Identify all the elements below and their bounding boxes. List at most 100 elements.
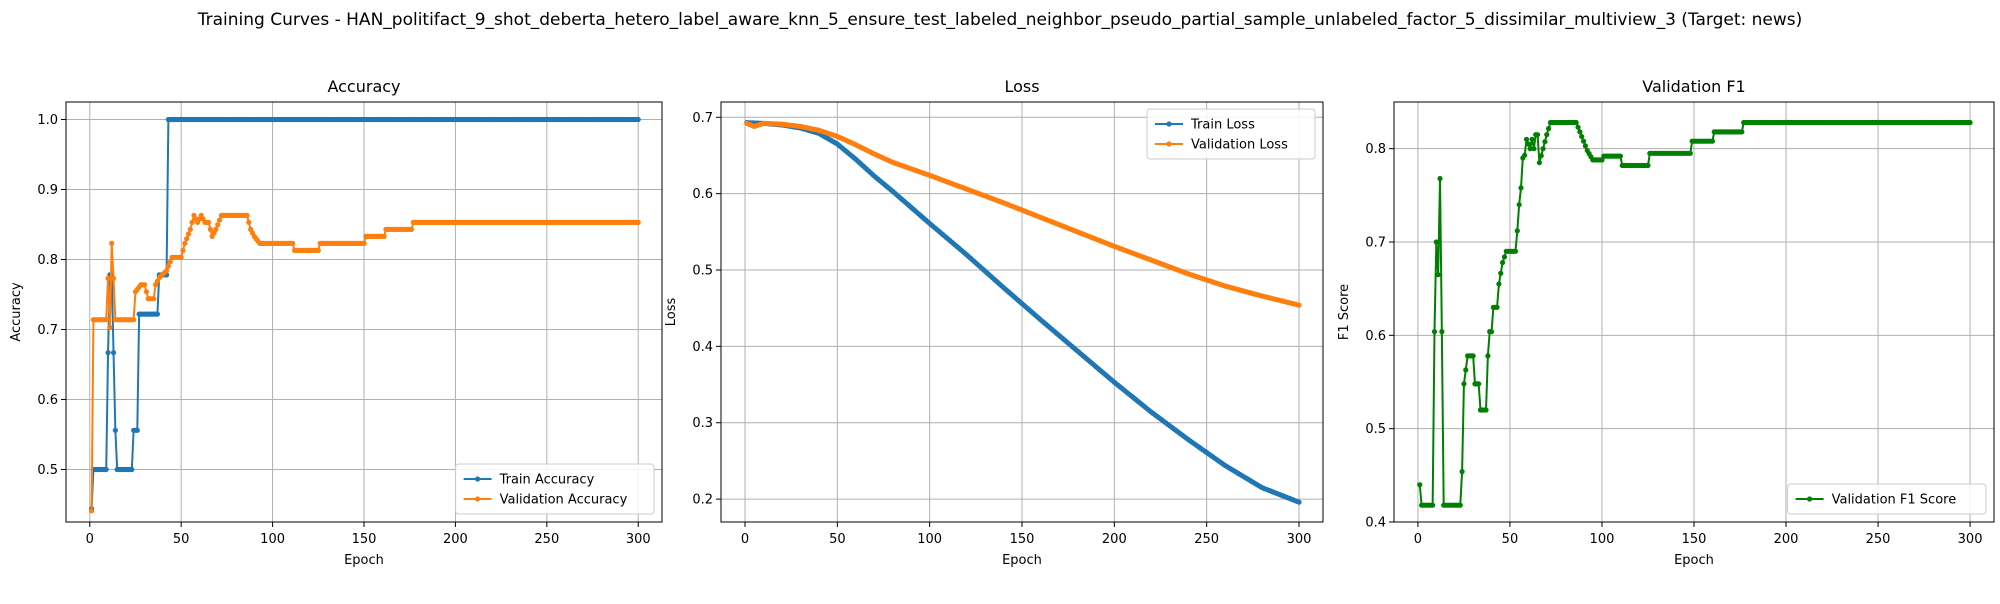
- data-point: [1617, 153, 1623, 159]
- data-point: [1296, 302, 1302, 308]
- data-point: [110, 275, 117, 281]
- x-axis-label: Epoch: [344, 553, 384, 568]
- data-point: [1499, 259, 1506, 266]
- data-point: [134, 427, 140, 433]
- data-point: [105, 275, 111, 281]
- y-tick-label: 0.5: [37, 463, 58, 478]
- chart-title: Accuracy: [327, 77, 400, 96]
- y-tick-label: 0.8: [37, 253, 58, 268]
- y-tick-label: 0.3: [692, 416, 713, 431]
- data-point: [129, 466, 135, 473]
- y-axis-label: Loss: [664, 298, 679, 327]
- data-point: [109, 240, 115, 246]
- x-tick-label: 100: [260, 532, 285, 547]
- data-point: [88, 508, 95, 514]
- legend-swatch-marker: [1166, 121, 1172, 127]
- data-point: [112, 427, 118, 433]
- legend-swatch-marker: [1166, 141, 1172, 147]
- data-point: [1431, 329, 1438, 335]
- data-point: [381, 233, 387, 239]
- chart-panel-accuracy: 0 50 100 150 200 250 300 0.5 0.6 0.7 0.8 0.9 1.0 Accu…: [9, 77, 663, 568]
- data-point: [103, 466, 109, 473]
- data-point: [1527, 146, 1533, 152]
- data-point: [154, 311, 161, 317]
- chart-title: Validation F1: [1642, 77, 1745, 96]
- data-point: [1516, 202, 1522, 208]
- y-axis-label: Accuracy: [9, 282, 24, 342]
- x-tick-label: 150: [1682, 532, 1707, 547]
- legend-box: [455, 463, 655, 515]
- data-point: [1536, 160, 1542, 166]
- data-point: [216, 217, 223, 223]
- data-point: [1531, 146, 1537, 152]
- figure-title: Training Curves - HAN_politifact_9_shot_…: [197, 10, 1803, 30]
- data-point: [1546, 126, 1552, 132]
- data-point: [635, 116, 641, 123]
- data-point: [105, 350, 111, 356]
- legend-label: Validation Accuracy: [500, 493, 628, 508]
- data-point: [1538, 153, 1544, 159]
- x-axis-label: Epoch: [1002, 553, 1042, 568]
- data-point: [1498, 270, 1504, 276]
- data-point: [1488, 329, 1495, 335]
- x-tick-label: 300: [1958, 532, 1983, 547]
- data-point: [1483, 407, 1489, 413]
- data-point: [1457, 502, 1463, 508]
- data-point: [1582, 143, 1589, 149]
- data-point: [1430, 502, 1436, 508]
- data-point: [1525, 141, 1531, 147]
- data-point: [143, 289, 150, 295]
- data-point: [1534, 132, 1541, 138]
- y-tick-label: 0.7: [37, 323, 58, 338]
- data-point: [1461, 381, 1467, 387]
- data-point: [1501, 254, 1508, 260]
- data-point: [1476, 381, 1482, 387]
- legend-label: Train Accuracy: [499, 473, 595, 488]
- data-point: [1540, 146, 1546, 152]
- y-tick-label: 0.9: [37, 183, 58, 198]
- data-point: [408, 226, 415, 232]
- data-point: [1579, 133, 1585, 140]
- data-point: [187, 226, 193, 232]
- data-point: [151, 296, 157, 302]
- legend-swatch-marker: [1807, 496, 1813, 502]
- x-tick-label: 50: [1502, 532, 1519, 547]
- data-point: [1687, 150, 1693, 156]
- series-line-train-loss: [746, 121, 1300, 504]
- data-point: [189, 219, 195, 225]
- data-point: [1433, 239, 1439, 245]
- y-tick-label: 0.7: [1365, 236, 1386, 251]
- data-point: [1967, 119, 1973, 126]
- x-tick-label: 0: [1414, 532, 1422, 547]
- x-tick-label: 200: [1102, 532, 1127, 547]
- data-point: [178, 254, 184, 260]
- data-point: [206, 219, 212, 225]
- legend-label: Validation Loss: [1191, 138, 1288, 153]
- data-point: [1417, 482, 1423, 488]
- data-point: [1437, 175, 1443, 182]
- x-tick-label: 200: [443, 532, 468, 547]
- data-point: [1463, 367, 1469, 373]
- data-point: [1296, 499, 1302, 505]
- legend-swatch-marker: [475, 476, 481, 482]
- x-tick-label: 150: [1010, 532, 1035, 547]
- legend: Train Accuracy Validation Accuracy: [455, 463, 655, 515]
- data-point: [1522, 152, 1528, 158]
- x-tick-label: 200: [1774, 532, 1799, 547]
- chart-panel-validation-f1: 0 50 100 150 200 250 300 0.4 0.5 0.6 0.7 0.8 Validat…: [1337, 77, 1995, 568]
- legend-label: Train Loss: [1190, 118, 1255, 133]
- data-point: [290, 240, 296, 246]
- y-tick-label: 0.6: [1365, 329, 1386, 344]
- x-axis-label: Epoch: [1674, 553, 1714, 568]
- y-tick-label: 0.8: [1365, 142, 1386, 157]
- x-tick-label: 250: [534, 532, 559, 547]
- data-point: [1485, 353, 1491, 359]
- legend: Train Loss Validation Loss: [1146, 108, 1316, 160]
- data-point: [167, 259, 173, 265]
- y-tick-label: 0.6: [692, 187, 713, 202]
- data-point: [165, 263, 171, 269]
- data-point: [182, 240, 188, 246]
- y-tick-label: 0.5: [692, 264, 713, 279]
